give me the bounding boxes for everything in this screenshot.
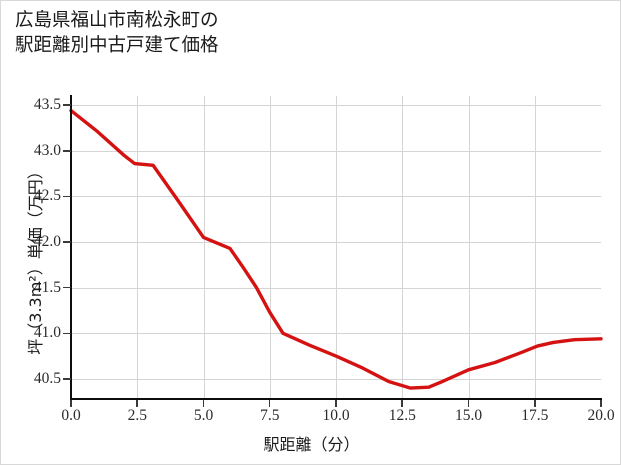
y-tick-mark [63,150,71,152]
chart-title: 広島県福山市南松永町の 駅距離別中古戸建て価格 [15,10,219,56]
y-tick-label: 43.5 [33,96,61,114]
y-tick-label: 41.0 [33,324,61,342]
x-tick-mark [202,400,205,407]
x-tick-label: 20.0 [587,407,615,424]
y-tick-mark [63,104,71,106]
x-tick-mark [534,400,536,407]
x-tick-mark [335,400,337,407]
y-tick-label: 40.5 [33,369,61,387]
y-axis-spine [70,95,73,401]
x-tick-mark [70,400,72,407]
y-tick-label: 42.0 [33,233,61,250]
gridline-vertical [137,96,139,399]
x-tick-mark [467,400,470,407]
x-axis-spine [70,398,602,401]
y-tick-mark [63,286,71,289]
gridline-vertical [468,96,470,399]
x-axis-title: 駅距離（分） [263,435,360,454]
y-tick-label: 42.5 [33,187,61,205]
y-tick-mark [63,332,71,335]
x-tick-label: 2.5 [127,407,147,424]
y-axis-title: 坪（3.3m²）単価（万円） [26,163,45,355]
x-tick-label: 10.0 [322,407,350,424]
y-tick-label: 41.5 [33,278,61,296]
y-tick-mark [63,195,71,198]
gridline-vertical [402,96,404,399]
y-tick-mark [63,241,71,243]
data-series-line [69,108,603,390]
y-tick-mark [63,378,71,380]
x-tick-mark [600,400,602,407]
gridline-vertical [203,96,205,399]
gridline-vertical [269,96,271,399]
plot-area [69,96,603,399]
x-tick-mark [401,400,403,407]
x-tick-label: 17.5 [521,407,549,424]
x-tick-label: 7.5 [260,407,280,424]
x-tick-label: 15.0 [454,407,483,424]
x-tick-label: 5.0 [193,407,214,424]
x-tick-label: 0.0 [61,407,81,424]
gridline-vertical [336,96,337,399]
x-tick-mark [268,400,271,407]
y-tick-label: 43.0 [33,141,61,159]
x-tick-label: 12.5 [388,407,416,424]
gridline-vertical [534,96,536,399]
x-tick-mark [136,400,138,407]
